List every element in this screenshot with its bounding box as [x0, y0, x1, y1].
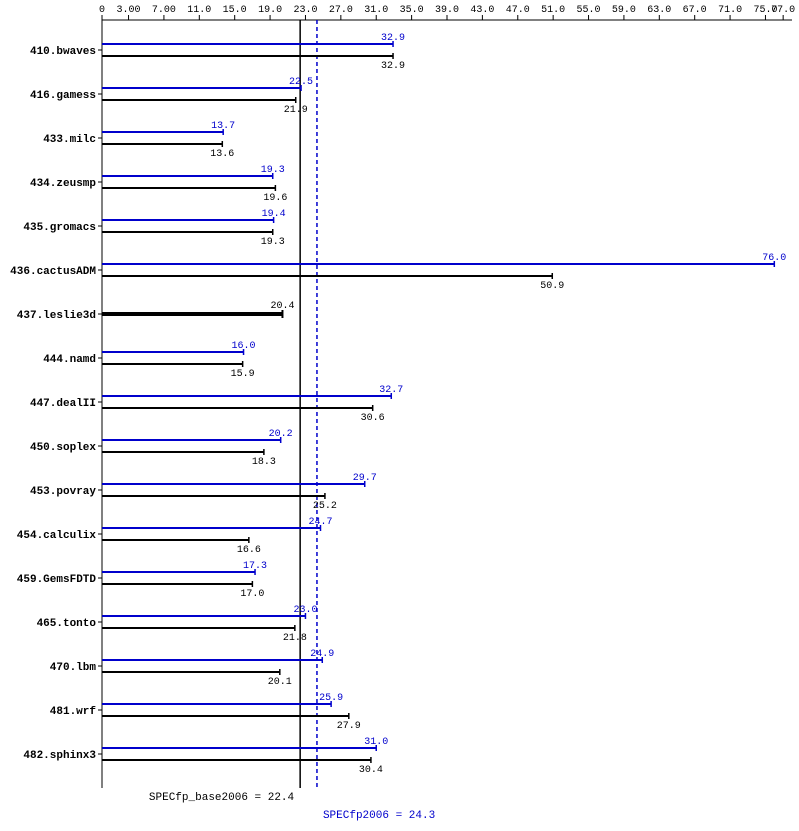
value-label-base: 19.6 [263, 193, 287, 204]
x-tick-label: 77.0 [771, 5, 795, 16]
x-tick-label: 19.0 [258, 5, 282, 16]
benchmark-label: 435.gromacs [23, 222, 96, 234]
x-tick-label: 0 [99, 5, 105, 16]
benchmark-label: 453.povray [30, 486, 96, 498]
x-tick-label: 35.0 [400, 5, 424, 16]
value-label-peak: 17.3 [243, 561, 267, 572]
x-tick-label: 7.00 [152, 5, 176, 16]
x-tick-label: 15.0 [223, 5, 247, 16]
value-label-peak: 19.3 [261, 165, 285, 176]
value-label-peak: 24.7 [308, 517, 332, 528]
benchmark-label: 450.soplex [30, 442, 96, 454]
value-label-peak: 24.9 [310, 649, 334, 660]
benchmark-label: 437.leslie3d [17, 310, 96, 322]
value-label-peak: 32.9 [381, 33, 405, 44]
x-tick-label: 3.00 [117, 5, 141, 16]
value-label-peak: 76.0 [762, 253, 786, 264]
benchmark-label: 470.lbm [50, 662, 97, 674]
value-label-peak: 16.0 [232, 341, 256, 352]
benchmark-label: 447.dealII [30, 398, 96, 410]
reference-label-base: SPECfp_base2006 = 22.4 [149, 792, 295, 804]
x-tick-label: 11.0 [187, 5, 211, 16]
x-tick-label: 23.0 [293, 5, 317, 16]
reference-label-peak: SPECfp2006 = 24.3 [323, 810, 435, 822]
x-tick-label: 63.0 [647, 5, 671, 16]
benchmark-label: 436.cactusADM [10, 266, 96, 278]
value-label-base: 30.6 [361, 413, 385, 424]
benchmark-label: 433.milc [43, 134, 96, 146]
value-label-peak: 23.0 [293, 605, 317, 616]
value-label-peak: 31.0 [364, 737, 388, 748]
x-tick-label: 51.0 [541, 5, 565, 16]
value-label-base: 15.9 [231, 369, 255, 380]
value-label-peak: 20.2 [269, 429, 293, 440]
x-tick-label: 55.0 [577, 5, 601, 16]
value-label-base: 27.9 [337, 721, 361, 732]
x-tick-label: 59.0 [612, 5, 636, 16]
specfp-chart: 0 3.00 7.00 11.0 15.0 19.0 23.0 27.0 31.0 35.0 39.… [0, 0, 799, 831]
value-label-single: 20.4 [270, 301, 294, 312]
x-tick-label: 27.0 [329, 5, 353, 16]
value-label-peak: 19.4 [262, 209, 286, 220]
value-label-base: 18.3 [252, 457, 276, 468]
benchmark-label: 434.zeusmp [30, 178, 96, 190]
benchmark-label: 416.gamess [30, 90, 96, 102]
value-label-base: 25.2 [313, 501, 337, 512]
x-tick-label: 67.0 [683, 5, 707, 16]
x-tick-label: 71.0 [718, 5, 742, 16]
value-label-base: 19.3 [261, 237, 285, 248]
value-label-base: 21.8 [283, 633, 307, 644]
value-label-peak: 32.7 [379, 385, 403, 396]
value-label-peak: 29.7 [353, 473, 377, 484]
x-tick-label: 43.0 [470, 5, 494, 16]
x-tick-label: 47.0 [506, 5, 530, 16]
value-label-base: 32.9 [381, 61, 405, 72]
value-label-base: 16.6 [237, 545, 261, 556]
benchmark-label: 482.sphinx3 [23, 750, 96, 762]
benchmark-label: 465.tonto [37, 618, 97, 630]
value-label-base: 21.9 [284, 105, 308, 116]
value-label-base: 20.1 [268, 677, 292, 688]
benchmark-label: 444.namd [43, 354, 96, 366]
benchmark-label: 410.bwaves [30, 46, 96, 58]
value-label-base: 50.9 [540, 281, 564, 292]
x-tick-label: 31.0 [364, 5, 388, 16]
value-label-peak: 22.5 [289, 77, 313, 88]
value-label-base: 30.4 [359, 765, 383, 776]
value-label-base: 13.6 [210, 149, 234, 160]
value-label-peak: 13.7 [211, 121, 235, 132]
value-label-base: 17.0 [240, 589, 264, 600]
benchmark-label: 454.calculix [17, 530, 97, 542]
x-tick-label: 39.0 [435, 5, 459, 16]
benchmark-label: 459.GemsFDTD [17, 574, 97, 586]
value-label-peak: 25.9 [319, 693, 343, 704]
benchmark-label: 481.wrf [50, 706, 97, 718]
